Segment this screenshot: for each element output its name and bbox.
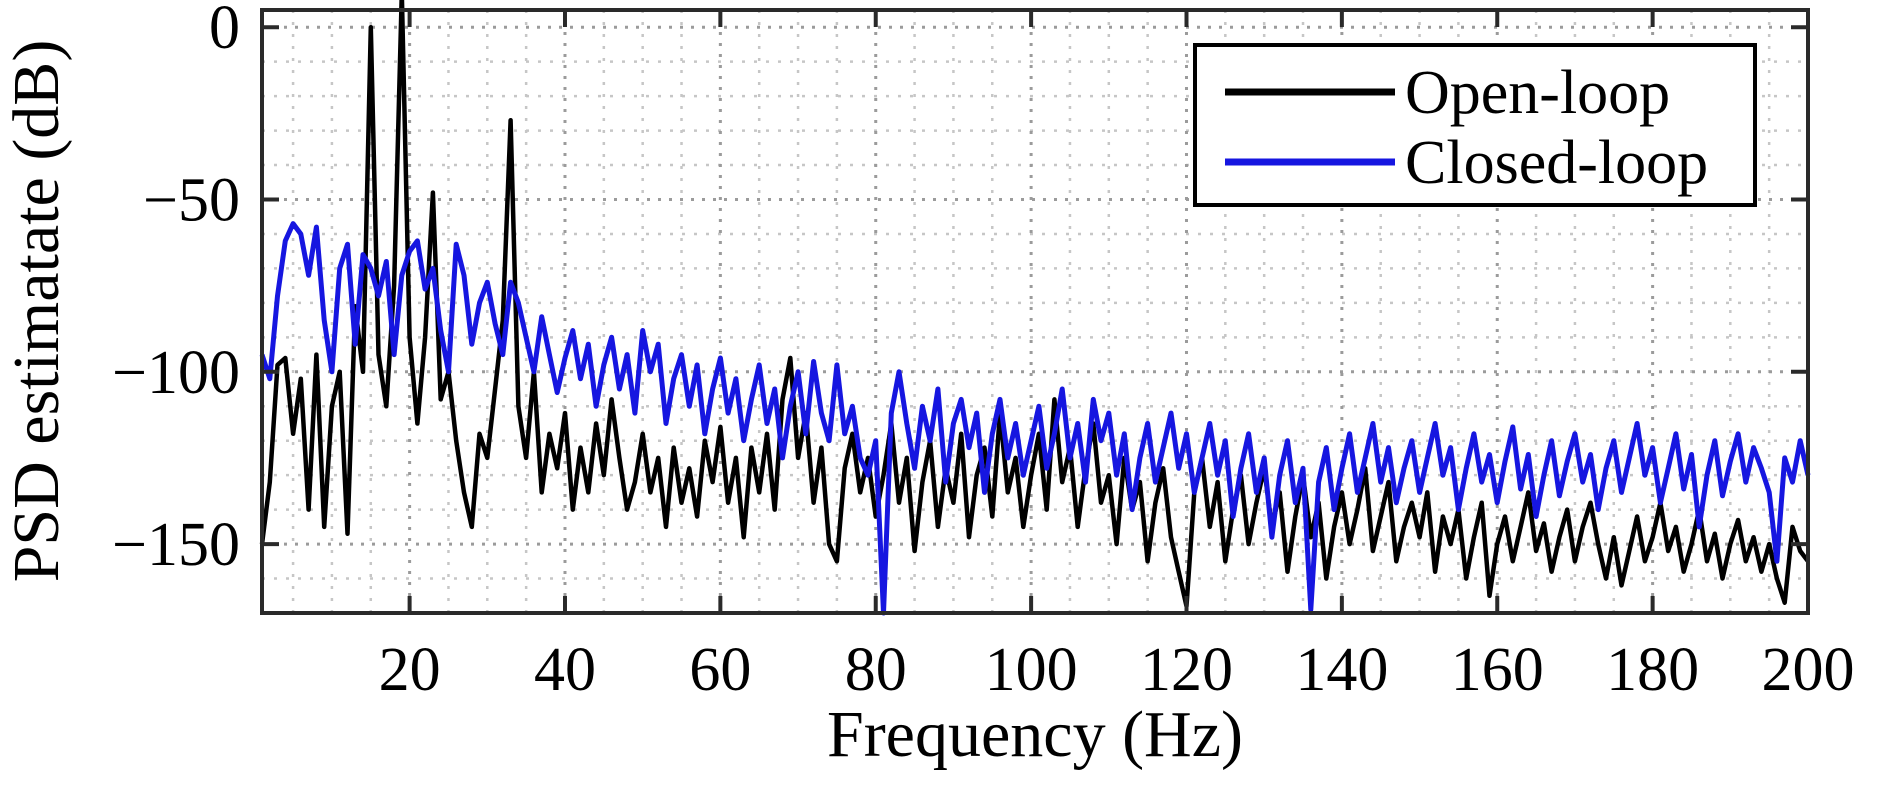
- legend-label-open-loop: Open-loop: [1405, 59, 1670, 127]
- y-tick-label: −100: [112, 339, 240, 407]
- y-tick-labels: 0 −50 −100 −150: [112, 0, 240, 579]
- closed-loop-curve: [259, 221, 1811, 616]
- legend: Open-loop Closed-loop: [1193, 43, 1757, 207]
- y-tick-label: −150: [112, 511, 240, 579]
- axis-ticks: [262, 10, 1810, 613]
- x-tick-label: 80: [845, 636, 907, 704]
- y-tick-label: −50: [143, 167, 240, 235]
- open-loop-curve: [259, 0, 1810, 609]
- x-tick-label: 180: [1606, 636, 1699, 704]
- y-tick-label: 0: [209, 0, 240, 62]
- x-tick-label: 200: [1762, 636, 1855, 704]
- x-tick-label: 160: [1451, 636, 1544, 704]
- x-tick-labels: 20 40 60 80 100 120 140 160 180 200: [379, 636, 1855, 704]
- x-tick-label: 140: [1295, 636, 1388, 704]
- y-axis-label: PSD estimatate (dB): [0, 40, 73, 583]
- x-tick-label: 60: [689, 636, 751, 704]
- x-tick-label: 40: [534, 636, 596, 704]
- plot-border: [260, 8, 1810, 615]
- x-tick-label: 120: [1140, 636, 1233, 704]
- x-tick-label: 20: [379, 636, 441, 704]
- x-tick-label: 100: [985, 636, 1078, 704]
- data-curves: [259, 0, 1811, 616]
- legend-box: [1193, 43, 1757, 207]
- x-axis-label: Frequency (Hz): [827, 698, 1243, 771]
- minor-gridlines: [262, 10, 1808, 613]
- legend-label-closed-loop: Closed-loop: [1405, 129, 1708, 197]
